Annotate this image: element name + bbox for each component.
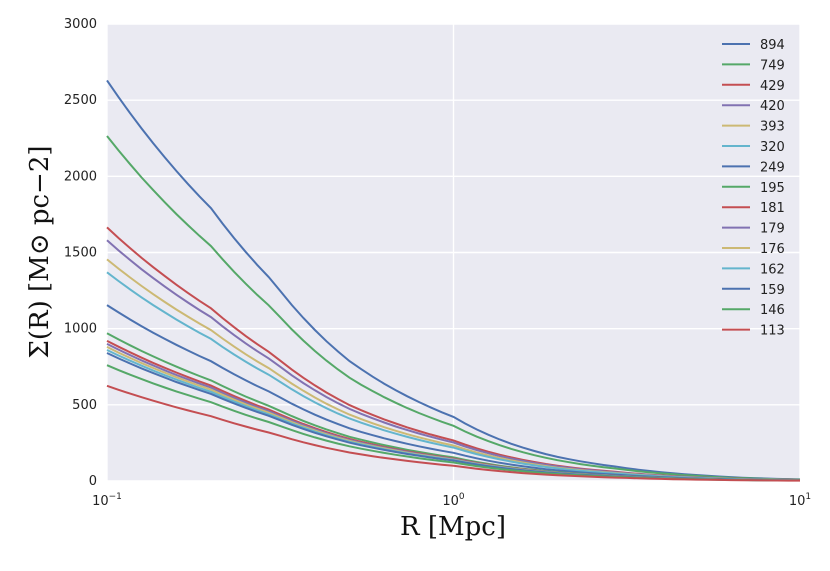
y-tick-label: 2500 [64,93,97,108]
grid [106,23,801,482]
x-tick-label: 101 [789,492,811,509]
legend-label: 113 [760,324,785,339]
series-line-749 [106,135,801,481]
x-tick-label: 100 [442,492,465,509]
legend-label: 146 [760,303,785,318]
legend-label: 179 [760,222,785,237]
legend-label: 420 [760,99,785,114]
legend-label: 393 [760,120,785,135]
y-tick-label: 1500 [64,246,97,261]
series-line-113 [106,384,800,482]
series-lines [106,79,801,482]
x-tick-label: 10−1 [92,492,122,509]
legend-label: 181 [760,201,785,216]
x-tick-labels: 10−1 100 101 [92,492,811,509]
y-tick-labels: 0 500 1000 1500 2000 2500 3000 [64,17,97,489]
y-axis-label: Σ(R) [M⊙ pc−2] [25,145,55,358]
y-tick-label: 500 [72,398,97,413]
legend: 894 749 429 420 393 320 249 195 181 179 176 162 159 1… [722,38,785,339]
x-axis-label: R [Mpc] [400,512,506,542]
y-tick-label: 2000 [64,169,97,184]
y-tick-label: 0 [89,474,97,489]
legend-label: 249 [760,160,785,175]
legend-label: 162 [760,262,785,277]
legend-label: 195 [760,181,785,196]
legend-label: 429 [760,79,785,94]
legend-label: 320 [760,140,785,155]
legend-label: 176 [760,242,785,257]
legend-label: 894 [760,38,785,53]
y-tick-label: 3000 [64,17,97,32]
y-tick-label: 1000 [64,322,97,337]
legend-label: 159 [760,283,785,298]
legend-label: 749 [760,58,785,73]
